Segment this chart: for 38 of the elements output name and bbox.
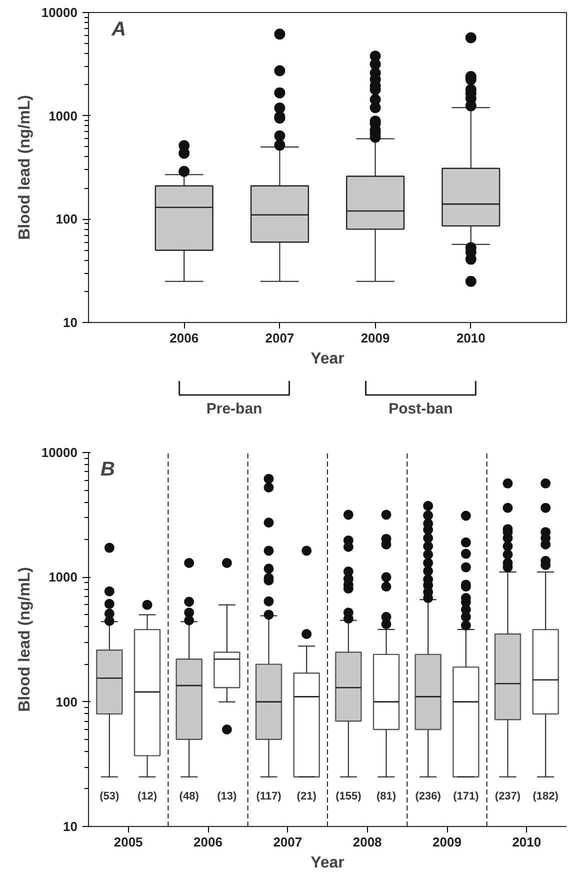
y-tick-label: 100 — [56, 694, 78, 710]
text: (21) — [296, 790, 316, 803]
y-tick-label: 10 — [63, 315, 78, 330]
y-tick-label: 1000 — [48, 570, 78, 585]
text: (236) — [415, 790, 441, 803]
x-tick-label: 2010 — [512, 834, 542, 850]
text: (182) — [532, 790, 558, 803]
y-axis-title: Blood lead (ng/mL) — [16, 95, 34, 240]
text: (12) — [137, 790, 158, 803]
text: (13) — [217, 790, 237, 803]
text: (237) — [494, 790, 521, 803]
x-tick-label: 2010 — [456, 330, 486, 346]
text: Post-ban — [388, 400, 453, 418]
x-tick-label: 2009 — [432, 834, 462, 850]
annotation: B — [100, 458, 115, 480]
text: (171) — [453, 790, 479, 803]
x-tick-label: 2007 — [273, 834, 302, 850]
y-tick-label: 10 — [63, 819, 78, 834]
x-tick-label: 2006 — [170, 330, 199, 346]
text: Pre-ban — [206, 400, 262, 418]
x-axis-title: Year — [310, 350, 344, 368]
y-tick-label: 10000 — [41, 5, 78, 20]
y-axis-title: Blood lead (ng/mL) — [16, 567, 34, 712]
text: (117) — [256, 790, 282, 803]
text: (81) — [376, 790, 396, 803]
x-tick-label: 2008 — [352, 834, 382, 850]
text: (48) — [179, 790, 199, 803]
text: (53) — [100, 790, 120, 803]
text: (155) — [336, 790, 362, 803]
x-tick-label: 2005 — [114, 834, 143, 850]
x-tick-label: 2007 — [265, 330, 294, 346]
y-tick-label: 100 — [56, 212, 78, 227]
annotation: A — [110, 18, 126, 40]
x-tick-label: 2006 — [194, 834, 222, 850]
x-tick-label: 2009 — [360, 330, 390, 346]
y-tick-label: 10000 — [41, 445, 78, 460]
y-tick-label: 1000 — [48, 108, 78, 124]
x-axis-title: Year — [310, 854, 344, 872]
